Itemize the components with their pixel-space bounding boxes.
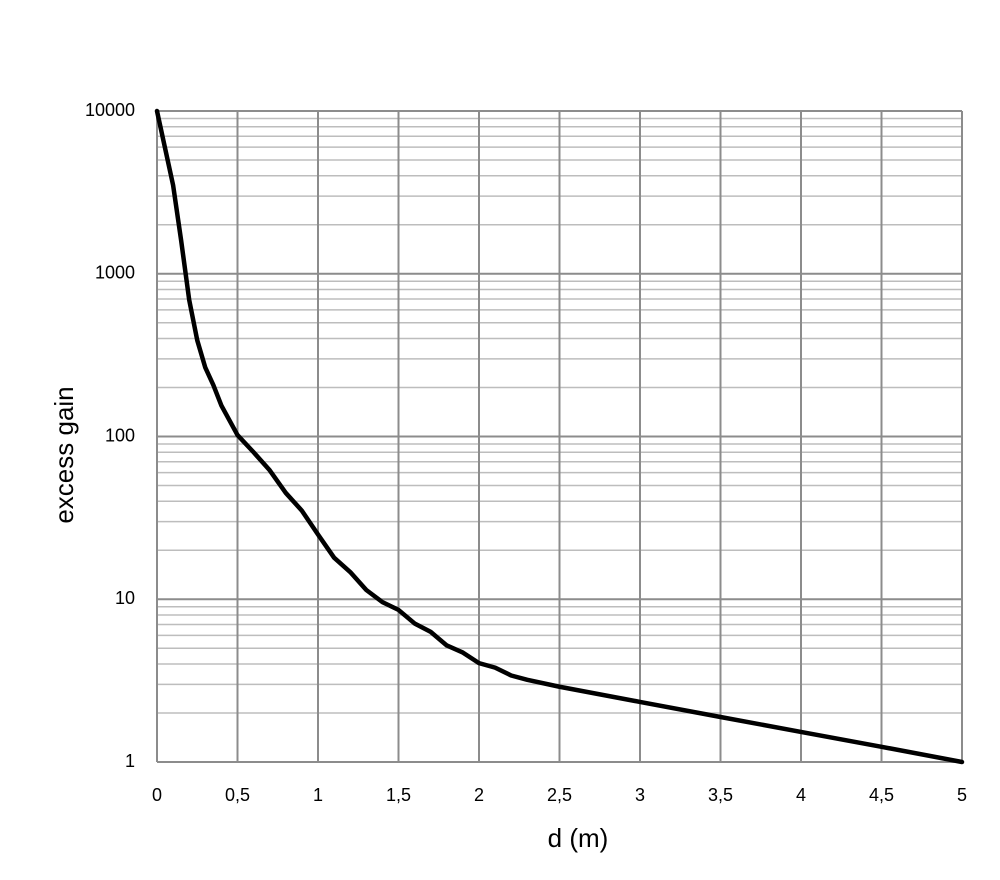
x-tick-label: 1: [313, 785, 323, 805]
x-tick-label: 5: [957, 785, 967, 805]
x-tick-label: 0: [152, 785, 162, 805]
x-tick-label: 2,5: [547, 785, 572, 805]
data-line: [154, 108, 965, 765]
x-tick-label: 3,5: [708, 785, 733, 805]
x-tick-label: 4: [796, 785, 806, 805]
y-tick-label: 1000: [95, 263, 135, 283]
x-tick-label: 2: [474, 785, 484, 805]
y-tick-label: 100: [105, 425, 135, 445]
x-tick-label: 1,5: [386, 785, 411, 805]
x-tick-label: 4,5: [869, 785, 894, 805]
y-axis-title: excess gain: [49, 386, 79, 523]
x-tick-label: 0,5: [225, 785, 250, 805]
y-tick-label: 1: [125, 751, 135, 771]
x-axis-title: d (m): [548, 823, 609, 853]
y-tick-label: 10: [115, 588, 135, 608]
x-tick-label: 3: [635, 785, 645, 805]
y-tick-label: 10000: [85, 100, 135, 120]
